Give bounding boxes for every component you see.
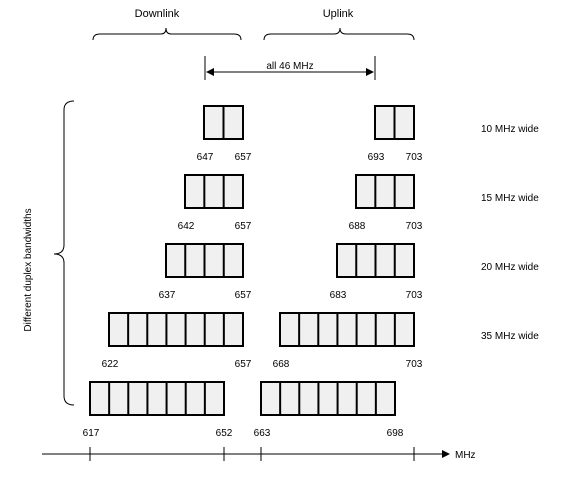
downlink-block-frame bbox=[184, 174, 244, 209]
bandwidth-label: 10 MHz wide bbox=[481, 124, 539, 135]
uplink-high-freq-label: 703 bbox=[406, 221, 423, 232]
side-brace bbox=[53, 100, 75, 406]
channel-row-4: 622 657 668 703 35 MHz wide bbox=[102, 312, 539, 370]
uplink-high-freq-label: 698 bbox=[387, 428, 404, 439]
channel-row-3: 637 657 683 703 20 MHz wide bbox=[159, 243, 539, 301]
uplink-blocks bbox=[260, 381, 396, 416]
uplink-high-freq-label: 703 bbox=[406, 290, 423, 301]
downlink-low-freq-label: 637 bbox=[159, 290, 176, 301]
uplink-block-frame bbox=[279, 312, 415, 347]
downlink-high-freq-label: 652 bbox=[216, 428, 233, 439]
bandwidth-label: 20 MHz wide bbox=[481, 262, 539, 273]
downlink-block-frame bbox=[89, 381, 225, 416]
uplink-brace bbox=[263, 27, 415, 41]
downlink-high-freq-label: 657 bbox=[235, 359, 252, 370]
uplink-blocks bbox=[374, 105, 415, 140]
uplink-block-frame bbox=[260, 381, 396, 416]
axis-unit-label: MHz bbox=[455, 450, 476, 461]
downlink-blocks bbox=[108, 312, 244, 347]
channel-row-2: 642 657 688 703 15 MHz wide bbox=[178, 174, 539, 232]
downlink-high-freq-label: 657 bbox=[235, 152, 252, 163]
uplink-blocks bbox=[355, 174, 415, 209]
uplink-block-frame bbox=[355, 174, 415, 209]
downlink-blocks bbox=[203, 105, 244, 140]
uplink-blocks bbox=[336, 243, 415, 278]
downlink-low-freq-label: 647 bbox=[197, 152, 214, 163]
downlink-low-freq-label: 617 bbox=[83, 428, 100, 439]
uplink-low-freq-label: 683 bbox=[330, 290, 347, 301]
uplink-low-freq-label: 668 bbox=[273, 359, 290, 370]
side-label: Different duplex bandwidths bbox=[23, 208, 34, 331]
channel-row-1: 647 657 693 703 10 MHz wide bbox=[197, 105, 539, 163]
span-label: all 46 MHz bbox=[266, 61, 313, 72]
channel-rows: 647 657 693 703 10 MHz wide 642 657 688 703 15 MH… bbox=[83, 105, 539, 439]
downlink-high-freq-label: 657 bbox=[235, 221, 252, 232]
downlink-blocks bbox=[89, 381, 225, 416]
bandwidth-label: 15 MHz wide bbox=[481, 193, 539, 204]
downlink-low-freq-label: 622 bbox=[102, 359, 119, 370]
uplink-high-freq-label: 703 bbox=[406, 359, 423, 370]
downlink-blocks bbox=[165, 243, 244, 278]
downlink-brace bbox=[92, 27, 242, 41]
uplink-low-freq-label: 688 bbox=[349, 221, 366, 232]
downlink-block-frame bbox=[108, 312, 244, 347]
channel-row-5: 617 652 663 698 bbox=[83, 381, 404, 439]
downlink-high-freq-label: 657 bbox=[235, 290, 252, 301]
downlink-label: Downlink bbox=[135, 8, 180, 20]
downlink-blocks bbox=[184, 174, 244, 209]
axis-arrowhead bbox=[442, 450, 450, 458]
uplink-label: Uplink bbox=[323, 8, 354, 20]
bandwidth-label: 35 MHz wide bbox=[481, 331, 539, 342]
uplink-high-freq-label: 703 bbox=[406, 152, 423, 163]
uplink-low-freq-label: 693 bbox=[368, 152, 385, 163]
downlink-low-freq-label: 642 bbox=[178, 221, 195, 232]
uplink-blocks bbox=[279, 312, 415, 347]
uplink-low-freq-label: 663 bbox=[254, 428, 271, 439]
